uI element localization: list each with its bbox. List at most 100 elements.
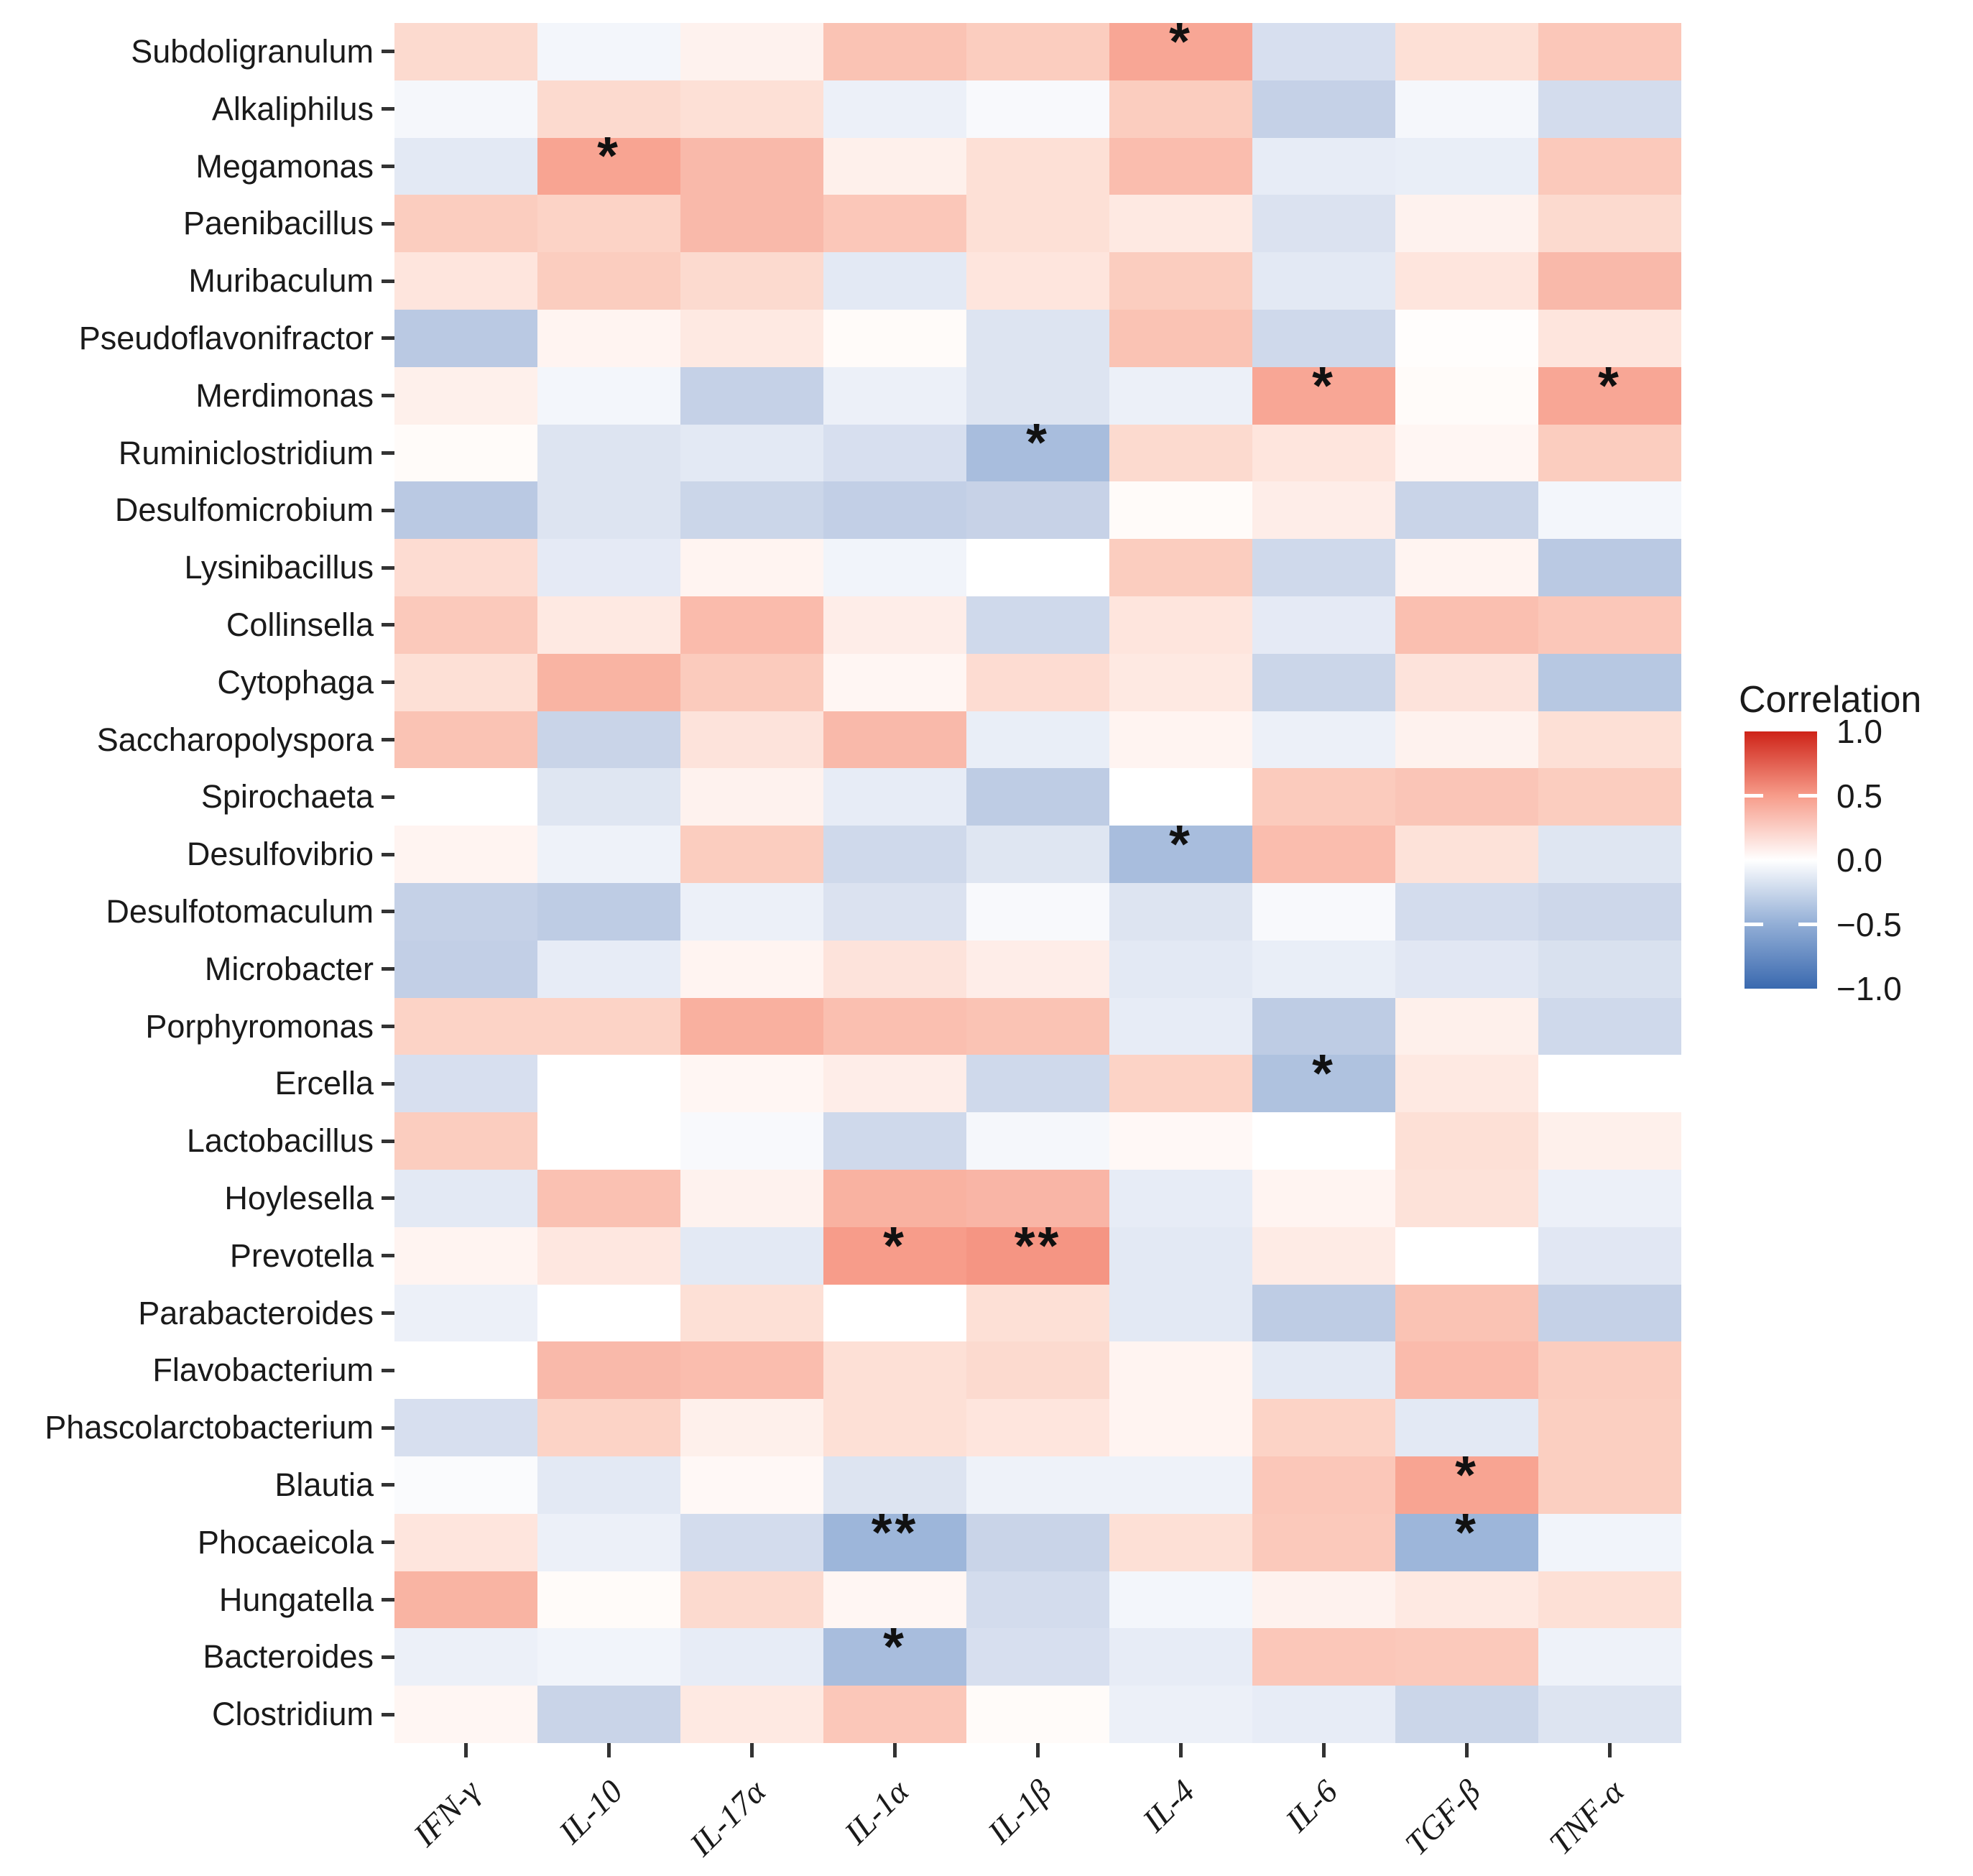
heatmap-cell <box>537 940 680 998</box>
heatmap-cell <box>1395 1628 1538 1686</box>
heatmap-cell <box>537 1284 680 1342</box>
significance-marker: ** <box>1014 1215 1062 1275</box>
heatmap-cell <box>1109 1341 1252 1400</box>
heatmap-cell <box>537 1169 680 1227</box>
heatmap-cell <box>966 366 1109 425</box>
heatmap-cell <box>1538 137 1681 195</box>
heatmap-cell <box>537 1456 680 1514</box>
row-label: Subdoligranulum <box>131 32 374 70</box>
significance-marker: * <box>883 1617 907 1677</box>
heatmap-cell <box>966 768 1109 826</box>
heatmap-cell <box>680 1226 823 1285</box>
heatmap-cell <box>966 481 1109 540</box>
heatmap-cell <box>680 653 823 711</box>
heatmap-cell <box>823 1112 966 1170</box>
heatmap-cell <box>680 711 823 769</box>
heatmap-cell <box>537 80 680 138</box>
y-axis-tick <box>382 1598 394 1602</box>
heatmap-cell <box>1252 252 1395 310</box>
heatmap-cell: * <box>1252 1047 1395 1113</box>
significance-marker: * <box>1598 355 1622 415</box>
y-axis-tick <box>382 394 394 398</box>
heatmap-cell <box>394 309 537 367</box>
heatmap-cell <box>966 1055 1109 1113</box>
heatmap-cell: ** <box>966 1219 1109 1285</box>
heatmap-cell <box>1538 252 1681 310</box>
heatmap-cell <box>1395 80 1538 138</box>
heatmap-cell: * <box>537 129 680 195</box>
heatmap-cell <box>823 1686 966 1743</box>
y-axis-tick <box>382 1311 394 1315</box>
heatmap-cell <box>394 653 537 711</box>
heatmap-cell <box>966 1284 1109 1342</box>
row-label: Parabacteroides <box>138 1294 374 1331</box>
column-label: IL-6 <box>1278 1773 1345 1839</box>
heatmap-cell <box>966 1399 1109 1456</box>
heatmap-cell <box>1252 23 1395 80</box>
heatmap-cell <box>1538 940 1681 998</box>
heatmap-cell <box>1252 1226 1395 1285</box>
heatmap-cell <box>394 1112 537 1170</box>
significance-marker: * <box>1312 1043 1336 1104</box>
row-label: Spirochaeta <box>200 778 374 815</box>
heatmap-cell <box>680 1571 823 1629</box>
heatmap-cell <box>1252 826 1395 883</box>
heatmap-cell <box>1395 195 1538 253</box>
y-axis-tick <box>382 1025 394 1028</box>
heatmap-cell <box>1538 1226 1681 1285</box>
y-axis-tick <box>382 221 394 226</box>
heatmap-cell <box>394 711 537 769</box>
heatmap-cell <box>394 997 537 1055</box>
heatmap-cell <box>394 80 537 138</box>
heatmap-cell <box>1538 80 1681 138</box>
heatmap-cell <box>966 1571 1109 1629</box>
heatmap-cell <box>1395 1112 1538 1170</box>
heatmap-cell <box>966 1513 1109 1571</box>
heatmap-cell <box>1252 1571 1395 1629</box>
heatmap-cell <box>680 1055 823 1113</box>
heatmap-cell <box>680 252 823 310</box>
y-axis-tick <box>382 451 394 455</box>
row-label: Ruminiclostridium <box>118 434 374 471</box>
heatmap-cell <box>680 80 823 138</box>
heatmap-cell <box>1109 882 1252 941</box>
y-axis-tick <box>382 1655 394 1659</box>
legend-tick-label: 1.0 <box>1836 713 1882 750</box>
heatmap-cell <box>394 424 537 482</box>
x-axis-tick <box>750 1743 754 1757</box>
heatmap-cell: * <box>823 1620 966 1686</box>
heatmap-cell <box>966 539 1109 596</box>
y-axis-tick <box>382 910 394 914</box>
heatmap-cell <box>1109 1628 1252 1686</box>
significance-marker: * <box>1312 355 1336 415</box>
heatmap-cell <box>966 711 1109 769</box>
heatmap-cell <box>1395 1226 1538 1285</box>
heatmap-cell <box>823 195 966 253</box>
heatmap-cell <box>823 711 966 769</box>
legend-bar-tick <box>1745 794 1763 798</box>
heatmap-cell: * <box>1252 359 1395 425</box>
row-label: Blautia <box>274 1466 374 1503</box>
heatmap-cell <box>537 195 680 253</box>
y-axis-tick <box>382 1254 394 1258</box>
heatmap-cell <box>680 1686 823 1743</box>
heatmap-cell <box>823 1341 966 1400</box>
heatmap-cell <box>823 882 966 941</box>
heatmap-cell <box>1538 1628 1681 1686</box>
heatmap-cell <box>1538 1284 1681 1342</box>
legend-bar-tick <box>1798 794 1817 798</box>
heatmap-cell <box>1109 1226 1252 1285</box>
legend-tick-label: −0.5 <box>1836 905 1902 943</box>
column-label: IFN-γ <box>406 1773 487 1854</box>
heatmap-cell <box>394 1399 537 1456</box>
heatmap-cell <box>394 539 537 596</box>
heatmap-cell <box>537 539 680 596</box>
heatmap-cell <box>1538 23 1681 80</box>
heatmap-cell <box>1395 137 1538 195</box>
heatmap-cell <box>1109 940 1252 998</box>
heatmap-cell <box>1109 309 1252 367</box>
row-label: Hoylesella <box>224 1179 374 1216</box>
row-label: Merdimonas <box>195 376 374 414</box>
heatmap-cell <box>537 711 680 769</box>
